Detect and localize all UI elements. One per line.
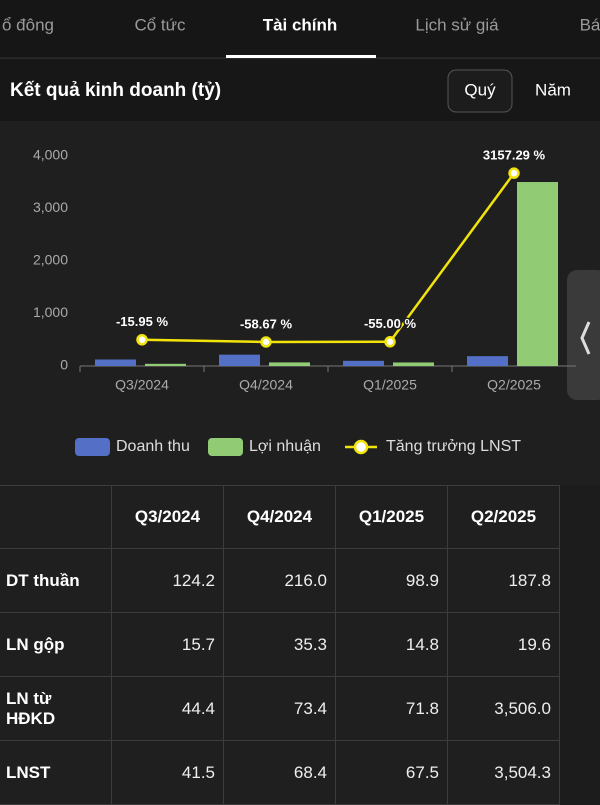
table-cell: 187.8 — [447, 548, 560, 613]
section-title: Kết quả kinh doanh (tỷ) — [10, 80, 221, 101]
table-row: LN từ HĐKD 44.4 73.4 71.8 3,506.0 — [0, 676, 560, 741]
bar — [145, 363, 186, 366]
bar — [467, 356, 508, 366]
tab[interactable]: Tài chính — [263, 15, 338, 34]
table-cell: 19.6 — [447, 612, 560, 677]
x-tick-label: Q2/2025 — [487, 377, 541, 393]
y-tick-label: 1,000 — [33, 304, 68, 320]
row-label: LNST — [0, 740, 112, 805]
table-row: LN gộp 15.7 35.3 14.8 19.6 — [0, 612, 560, 677]
handle-icon[interactable] — [580, 321, 591, 355]
y-tick-label: 2,000 — [33, 252, 68, 268]
data-label: -15.95 % — [116, 314, 168, 329]
bar — [95, 359, 136, 366]
toggle[interactable]: Quý — [464, 80, 496, 99]
data-label: -55.00 % — [364, 316, 416, 331]
tab-underline — [226, 55, 376, 58]
table-cell: 67.5 — [335, 740, 448, 805]
table-cell: 14.8 — [335, 612, 448, 677]
table-cell: 216.0 — [223, 548, 336, 613]
y-tick-label: 3,000 — [33, 199, 68, 215]
x-tick-label: Q1/2025 — [363, 377, 417, 393]
tab[interactable]: Lịch sử giá — [415, 15, 499, 34]
table-cell: 15.7 — [111, 612, 224, 677]
table-cell: 71.8 — [335, 676, 448, 741]
column-header: Q2/2025 — [447, 485, 560, 549]
y-tick-label: 4,000 — [33, 147, 68, 163]
legend-swatch — [353, 439, 369, 455]
table-cell: 68.4 — [223, 740, 336, 805]
tab[interactable]: Bá — [580, 15, 600, 34]
legend-label[interactable]: Lợi nhuận — [249, 438, 321, 455]
screen: Kết quả kinh doanh (tỷ) Quý Năm ổ đông Cổ… — [0, 0, 600, 485]
bar — [517, 182, 558, 366]
toggle-active[interactable] — [447, 69, 513, 113]
line-point — [384, 336, 396, 348]
table-cell: 73.4 — [223, 676, 336, 741]
bar — [269, 362, 310, 366]
table-cell: 41.5 — [111, 740, 224, 805]
bar — [219, 354, 260, 366]
corner-cell — [0, 485, 112, 549]
table-cell: 98.9 — [335, 548, 448, 613]
table-row: LNST 41.5 68.4 67.5 3,504.3 — [0, 740, 560, 805]
legend-swatch — [208, 438, 243, 456]
bar — [343, 360, 384, 366]
x-tick-label: Q4/2024 — [239, 377, 293, 393]
data-table: Q3/2024 Q4/2024 Q1/2025 Q2/2025 DT thuần 124.… — [0, 485, 560, 805]
y-tick-label: 0 — [60, 357, 68, 373]
table-cell: 3,504.3 — [447, 740, 560, 805]
line — [141, 172, 516, 344]
tab-bar — [0, 0, 600, 58]
row-label: LN từ HĐKD — [0, 676, 112, 741]
toggle[interactable]: Năm — [535, 80, 571, 99]
table-cell: 124.2 — [111, 548, 224, 613]
line-point — [508, 167, 520, 179]
column-header: Q1/2025 — [335, 485, 448, 549]
legend-label[interactable]: Tăng trưởng LNST — [386, 438, 521, 455]
data-label: -58.67 % — [240, 316, 292, 331]
table-row: DT thuần 124.2 216.0 98.9 187.8 — [0, 548, 560, 613]
column-header: Q4/2024 — [223, 485, 336, 549]
row-label: LN gộp — [0, 612, 112, 677]
legend-label[interactable]: Doanh thu — [116, 438, 190, 455]
row-label: DT thuần — [0, 548, 112, 613]
table-cell: 44.4 — [111, 676, 224, 741]
tab[interactable]: ổ đông — [2, 15, 54, 34]
column-header: Q3/2024 — [111, 485, 224, 549]
line-point — [260, 336, 272, 348]
x-tick-label: Q3/2024 — [115, 377, 169, 393]
header-row: Q3/2024 Q4/2024 Q1/2025 Q2/2025 — [0, 485, 560, 549]
table-cell: 35.3 — [223, 612, 336, 677]
line-point — [136, 333, 148, 346]
bar — [393, 362, 434, 366]
tab[interactable]: Cổ tức — [134, 15, 186, 34]
table-cell: 3,506.0 — [447, 676, 560, 741]
chart-area — [0, 121, 600, 485]
legend-swatch — [75, 438, 110, 456]
data-label: 3157.29 % — [483, 148, 546, 163]
